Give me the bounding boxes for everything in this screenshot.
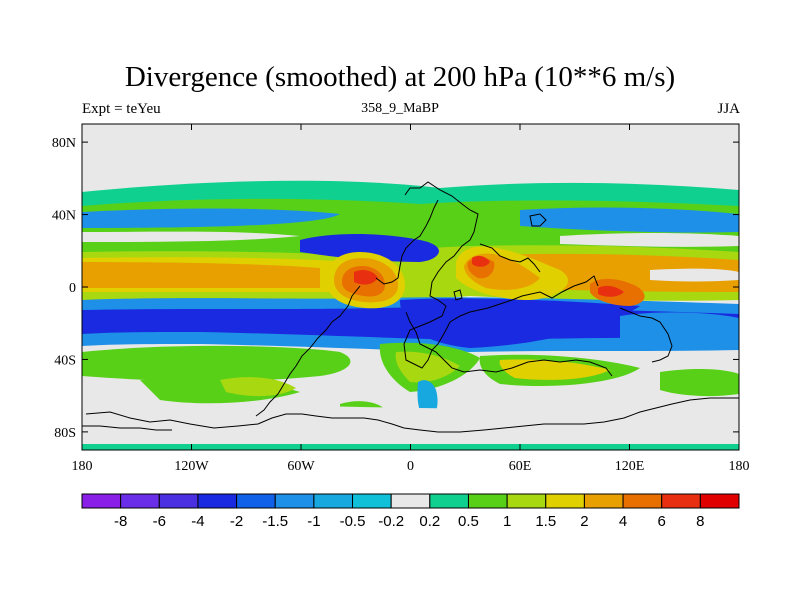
colorbar-label: 6 [658,513,666,530]
colorbar-swatch [390,493,431,509]
colorbar-swatch [622,493,663,509]
season-label: JJA [717,101,740,117]
colorbar: -8 -6 -4 -2 -1.5 -1 -0.5 -0.2 0.2 0.5 1 1.5 2 4 6 8 [81,493,740,530]
contour-sh-white-cap [82,403,739,444]
colorbar-label: -0.2 [378,513,404,530]
colorbar-swatch [274,493,315,509]
colorbar-swatch [313,493,354,509]
coastline-antarctica-west [82,425,172,431]
colorbar-label: 1 [503,513,511,530]
coastline-greenland [529,213,547,227]
coastline-north-america [375,199,439,285]
coastline-south-america [255,285,361,417]
colorbar-label: 8 [696,513,704,530]
colorbar-label: -1.5 [262,513,288,530]
contour-field [82,180,739,450]
colorbar-swatch [81,493,122,509]
x-tick-label: 60E [509,459,532,474]
contour-nh-white-gap-east [560,233,739,247]
contour-sh-blue-east [620,312,739,343]
colorbar-swatch [158,493,199,509]
contour-conv-dark-africa [400,298,640,348]
colorbar-label: -6 [153,513,166,530]
contour-div-africa-peak [354,270,378,285]
run-label: 358_9_MaBP [361,101,439,116]
colorbar-label: 0.5 [458,513,479,530]
colorbar-swatch [583,493,624,509]
colorbar-label: -4 [191,513,204,530]
colorbar-label: -8 [114,513,127,530]
contour-div-asia-peak [472,255,490,267]
contour-nh-blue-band [82,208,340,228]
coastline-africa-eurasia [403,181,599,369]
x-tick-label: 180 [72,459,93,474]
contour-sh-yellow-indian [499,359,610,380]
colorbar-swatch [545,493,585,509]
contour-eq-white-east [650,268,739,282]
colorbar-swatch [699,493,740,509]
contour-div-pacific-peak [598,285,624,297]
x-tick-label: 120W [174,459,209,474]
experiment-label: Expt = teYeu [82,101,161,117]
coastline-australia [619,307,673,363]
colorbar-swatch [236,493,276,509]
contour-sh-green [82,345,351,382]
colorbar-label: -2 [230,513,243,530]
colorbar-label: -1 [307,513,320,530]
y-tick-label: 80N [52,136,76,151]
coastline-asia-east [479,243,541,273]
x-tick-label: 120E [615,459,645,474]
colorbar-label: 4 [619,513,627,530]
colorbar-swatch [197,493,238,509]
coastline-antarctica [85,397,739,433]
y-tick-label: 40S [54,353,76,368]
coastline-africa-south [405,311,613,377]
contour-sh-green-east [660,368,739,397]
colorbar-label: 2 [580,513,588,530]
chart-title: Divergence (smoothed) at 200 hPa (10**6 … [124,61,676,93]
colorbar-label: 0.2 [419,513,440,530]
y-tick-label: 80S [54,426,76,441]
colorbar-swatch [429,493,469,509]
colorbar-label: 1.5 [535,513,556,530]
axis-ticks: 180 120W 60W 0 60E 120E 180 80N 40N 0 40S 80S [52,124,750,474]
coastline-island [453,289,463,301]
colorbar-swatch [120,493,160,509]
x-tick-label: 180 [729,459,750,474]
contour-eq-orange [82,262,320,288]
contour-conv-atlantic [300,234,439,262]
coastlines [82,181,739,433]
x-tick-label: 0 [407,459,414,474]
contour-nh-blue-band-east [520,207,739,233]
colorbar-swatch [506,493,547,509]
contour-nh-white-gap [82,231,300,242]
y-tick-label: 0 [69,281,76,296]
colorbar-swatch [467,493,508,509]
x-tick-label: 60W [287,459,315,474]
colorbar-swatch [661,493,701,509]
colorbar-swatch [352,493,392,509]
y-tick-label: 40N [52,209,76,224]
contour-sh-yellow [220,377,296,397]
colorbar-label: -0.5 [340,513,366,530]
